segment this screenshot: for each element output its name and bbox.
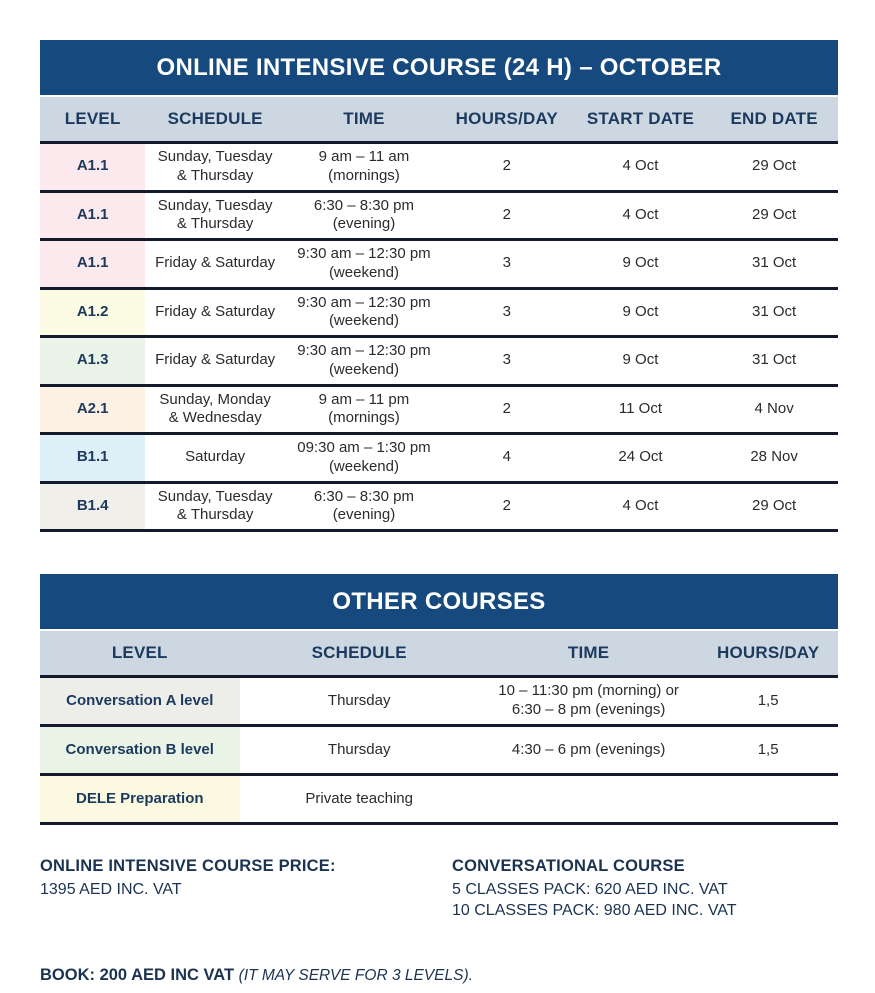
schedule-cell: Private teaching: [305, 789, 413, 807]
hours-cell: 2: [502, 496, 511, 514]
end-date-cell: 29 Oct: [752, 157, 797, 175]
end-date-cell: 31 Oct: [752, 351, 797, 369]
column-header-hours-day: HOURS/DAY: [455, 109, 558, 128]
schedule-cell: Sunday, Monday & Wednesday: [159, 390, 271, 427]
column-header-row: LEVEL SCHEDULE TIME HOURS/DAY: [40, 631, 838, 678]
time-cell: 9:30 am – 12:30 pm (weekend): [297, 245, 431, 281]
book-note: BOOK: 200 AED INC VAT (IT MAY SERVE FOR …: [40, 966, 838, 985]
table-row: A2.1 Sunday, Monday & Wednesday 9 am – 1…: [40, 386, 838, 435]
time-cell: 6:30 – 8:30 pm (evening): [313, 487, 414, 524]
schedule-cell: Friday & Saturday: [155, 254, 276, 272]
hours-cell: 2: [502, 205, 511, 223]
table-row: B1.1 Saturday 09:30 am – 1:30 pm (weeken…: [40, 435, 838, 484]
schedule-cell: Friday & Saturday: [155, 351, 276, 369]
table-row: A1.2 Friday & Saturday 9:30 am – 12:30 p…: [40, 289, 838, 338]
end-date-cell: 4 Nov: [754, 399, 794, 417]
time-cell: 9:30 am – 12:30 pm (weekend): [297, 342, 431, 378]
table-row: Conversation B level Thursday 4:30 – 6 p…: [40, 727, 838, 776]
schedule-cell: Sunday, Tuesday & Thursday: [157, 148, 273, 184]
end-date-cell: 31 Oct: [752, 254, 797, 272]
time-cell: 6:30 – 8:30 pm (evening): [313, 196, 414, 233]
schedule-cell: Friday & Saturday: [155, 302, 276, 320]
hours-cell: 2: [502, 157, 511, 175]
intensive-price-value: 1395 AED INC. VAT: [40, 881, 182, 898]
start-date-cell: 4 Oct: [622, 496, 659, 514]
intensive-price-block: ONLINE INTENSIVE COURSE PRICE: 1395 AED …: [40, 857, 452, 922]
start-date-cell: 11 Oct: [618, 399, 662, 417]
time-cell: 4:30 – 6 pm (evenings): [511, 740, 666, 758]
end-date-cell: 31 Oct: [752, 302, 797, 320]
table-row: A1.3 Friday & Saturday 9:30 am – 12:30 p…: [40, 338, 838, 387]
column-header-schedule: SCHEDULE: [311, 643, 407, 662]
pricing-footer: ONLINE INTENSIVE COURSE PRICE: 1395 AED …: [40, 857, 838, 922]
schedule-cell: Thursday: [327, 691, 391, 709]
level-cell: A1.1: [40, 192, 146, 238]
level-cell: Conversation A level: [40, 678, 240, 724]
end-date-cell: 29 Oct: [752, 496, 797, 514]
hours-cell: 1,5: [757, 691, 779, 709]
level-cell: Conversation B level: [40, 727, 240, 773]
time-cell: [479, 776, 698, 822]
column-header-time: TIME: [343, 109, 385, 128]
hours-cell: 2: [502, 399, 511, 417]
schedule-cell: Saturday: [185, 448, 246, 466]
other-courses-table: OTHER COURSES LEVEL SCHEDULE TIME HOURS/…: [40, 574, 838, 825]
column-header-time: TIME: [567, 643, 610, 662]
time-cell: 9:30 am – 12:30 pm (weekend): [297, 293, 431, 330]
time-cell: 10 – 11:30 pm (morning) or 6:30 – 8 pm (…: [498, 682, 679, 718]
level-cell: A2.1: [40, 386, 146, 432]
column-header-row: LEVEL SCHEDULE TIME HOURS/DAY START DATE…: [40, 97, 838, 144]
table-title: ONLINE INTENSIVE COURSE (24 H) – OCTOBER: [40, 40, 838, 97]
hours-cell: 3: [502, 254, 511, 272]
time-cell: 9 am – 11 am (mornings): [318, 148, 410, 184]
table-row: B1.4 Sunday, Tuesday & Thursday 6:30 – 8…: [40, 483, 838, 532]
hours-cell: 4: [502, 448, 511, 466]
column-header-hours-day: HOURS/DAY: [717, 643, 820, 662]
table-row: DELE Preparation Private teaching: [40, 776, 838, 825]
conversational-heading: CONVERSATIONAL COURSE: [452, 857, 685, 875]
start-date-cell: 24 Oct: [618, 448, 663, 466]
start-date-cell: 9 Oct: [622, 351, 659, 369]
time-cell: 09:30 am – 1:30 pm (weekend): [297, 439, 431, 475]
level-cell: A1.3: [40, 338, 146, 384]
level-cell: A1.1: [40, 241, 146, 287]
start-date-cell: 9 Oct: [622, 254, 659, 272]
page-content: ONLINE INTENSIVE COURSE (24 H) – OCTOBER…: [40, 0, 838, 985]
level-cell: DELE Preparation: [40, 776, 240, 822]
intensive-course-table: ONLINE INTENSIVE COURSE (24 H) – OCTOBER…: [40, 40, 838, 532]
column-header-start-date: START DATE: [586, 109, 695, 128]
start-date-cell: 4 Oct: [622, 205, 659, 223]
table-row: A1.1 Sunday, Tuesday & Thursday 6:30 – 8…: [40, 192, 838, 241]
table-row: A1.1 Sunday, Tuesday & Thursday 9 am – 1…: [40, 144, 838, 193]
time-cell: 9 am – 11 pm (mornings): [318, 390, 410, 427]
conversational-pack-5: 5 CLASSES PACK: 620 AED INC. VAT: [452, 881, 728, 898]
level-cell: B1.1: [40, 435, 146, 481]
start-date-cell: 4 Oct: [622, 157, 659, 175]
hours-cell: [698, 776, 838, 822]
schedule-cell: Sunday, Tuesday & Thursday: [157, 196, 273, 233]
intensive-price-heading: ONLINE INTENSIVE COURSE PRICE:: [40, 857, 336, 875]
schedule-cell: Thursday: [327, 740, 391, 758]
start-date-cell: 9 Oct: [622, 302, 659, 320]
book-note-detail: (IT MAY SERVE FOR 3 LEVELS).: [238, 966, 473, 984]
hours-cell: 1,5: [757, 740, 779, 758]
level-cell: B1.4: [40, 483, 146, 529]
schedule-cell: Sunday, Tuesday & Thursday: [157, 487, 273, 524]
column-header-end-date: END DATE: [730, 109, 818, 128]
level-cell: A1.1: [40, 144, 146, 190]
book-note-price: BOOK: 200 AED INC VAT: [40, 965, 235, 984]
table-row: Conversation A level Thursday 10 – 11:30…: [40, 678, 838, 727]
hours-cell: 3: [502, 351, 511, 369]
conversational-price-block: CONVERSATIONAL COURSE 5 CLASSES PACK: 62…: [452, 857, 838, 922]
table-row: A1.1 Friday & Saturday 9:30 am – 12:30 p…: [40, 241, 838, 290]
end-date-cell: 28 Nov: [750, 448, 798, 466]
conversational-pack-10: 10 CLASSES PACK: 980 AED INC. VAT: [452, 901, 737, 919]
end-date-cell: 29 Oct: [752, 205, 797, 223]
table-title: OTHER COURSES: [40, 574, 838, 631]
column-header-level: LEVEL: [111, 643, 168, 662]
hours-cell: 3: [502, 302, 511, 320]
column-header-schedule: SCHEDULE: [167, 109, 263, 128]
level-cell: A1.2: [40, 289, 146, 335]
column-header-level: LEVEL: [64, 109, 121, 128]
